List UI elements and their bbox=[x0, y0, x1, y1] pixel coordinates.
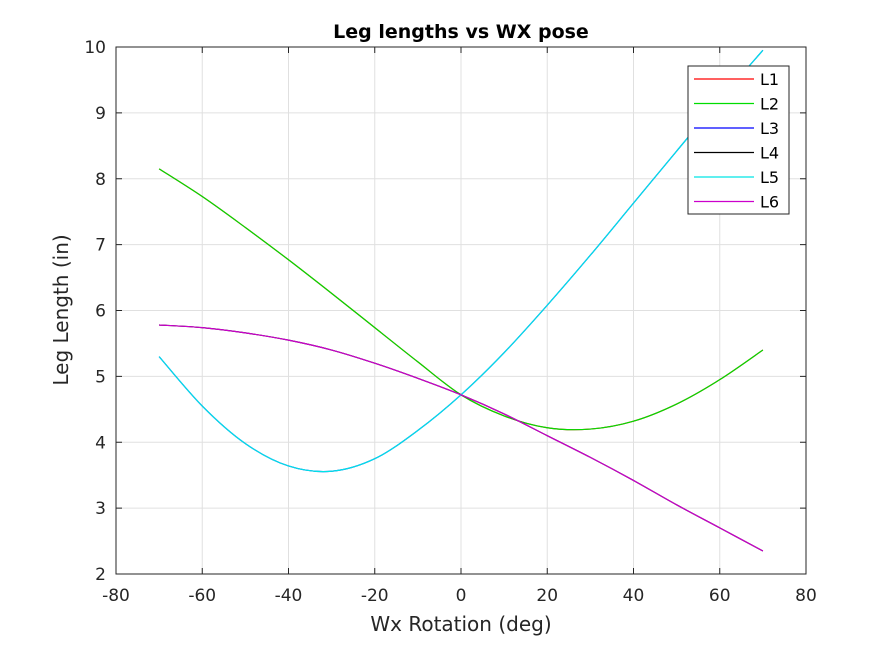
chart-title: Leg lengths vs WX pose bbox=[333, 21, 589, 43]
y-tick-label: 10 bbox=[84, 38, 106, 58]
x-axis-label: Wx Rotation (deg) bbox=[370, 612, 551, 636]
legend-label-l2: L2 bbox=[760, 95, 779, 114]
legend-label-l1: L1 bbox=[760, 70, 779, 89]
y-tick-label: 8 bbox=[95, 170, 106, 190]
series-line-l6 bbox=[159, 324, 764, 552]
axis-ticks: -80 -60 -40 -20 0 20 40 60 80 2 3 4 5 6 7 8 9 10 bbox=[84, 38, 816, 606]
x-tick-label: 40 bbox=[623, 586, 645, 606]
x-tick-label: -80 bbox=[102, 586, 130, 606]
legend-box bbox=[687, 65, 790, 215]
legend-label-l3: L3 bbox=[760, 119, 779, 138]
y-tick-label: 2 bbox=[95, 565, 106, 585]
x-tick-label: 60 bbox=[709, 586, 731, 606]
legend-label-l4: L4 bbox=[760, 144, 779, 163]
x-tick-label: -20 bbox=[361, 586, 389, 606]
x-tick-label: -40 bbox=[275, 586, 303, 606]
x-tick-label: 20 bbox=[536, 586, 558, 606]
x-tick-label: 80 bbox=[795, 586, 817, 606]
series-lines bbox=[158, 49, 764, 552]
y-tick-label: 9 bbox=[95, 104, 106, 124]
y-tick-label: 5 bbox=[95, 367, 106, 387]
legend-label-l5: L5 bbox=[760, 168, 779, 187]
series-line-l5 bbox=[158, 49, 764, 473]
y-axis-label: Leg Length (in) bbox=[49, 234, 73, 385]
y-tick-label: 6 bbox=[95, 302, 106, 322]
y-tick-label: 3 bbox=[95, 499, 106, 519]
y-tick-label: 4 bbox=[95, 433, 106, 453]
x-tick-label: 0 bbox=[456, 586, 467, 606]
y-tick-label: 7 bbox=[95, 236, 106, 256]
legend: L1 L2 L3 L4 L5 L6 bbox=[687, 65, 790, 215]
legend-label-l6: L6 bbox=[760, 193, 779, 212]
x-tick-label: -60 bbox=[188, 586, 216, 606]
